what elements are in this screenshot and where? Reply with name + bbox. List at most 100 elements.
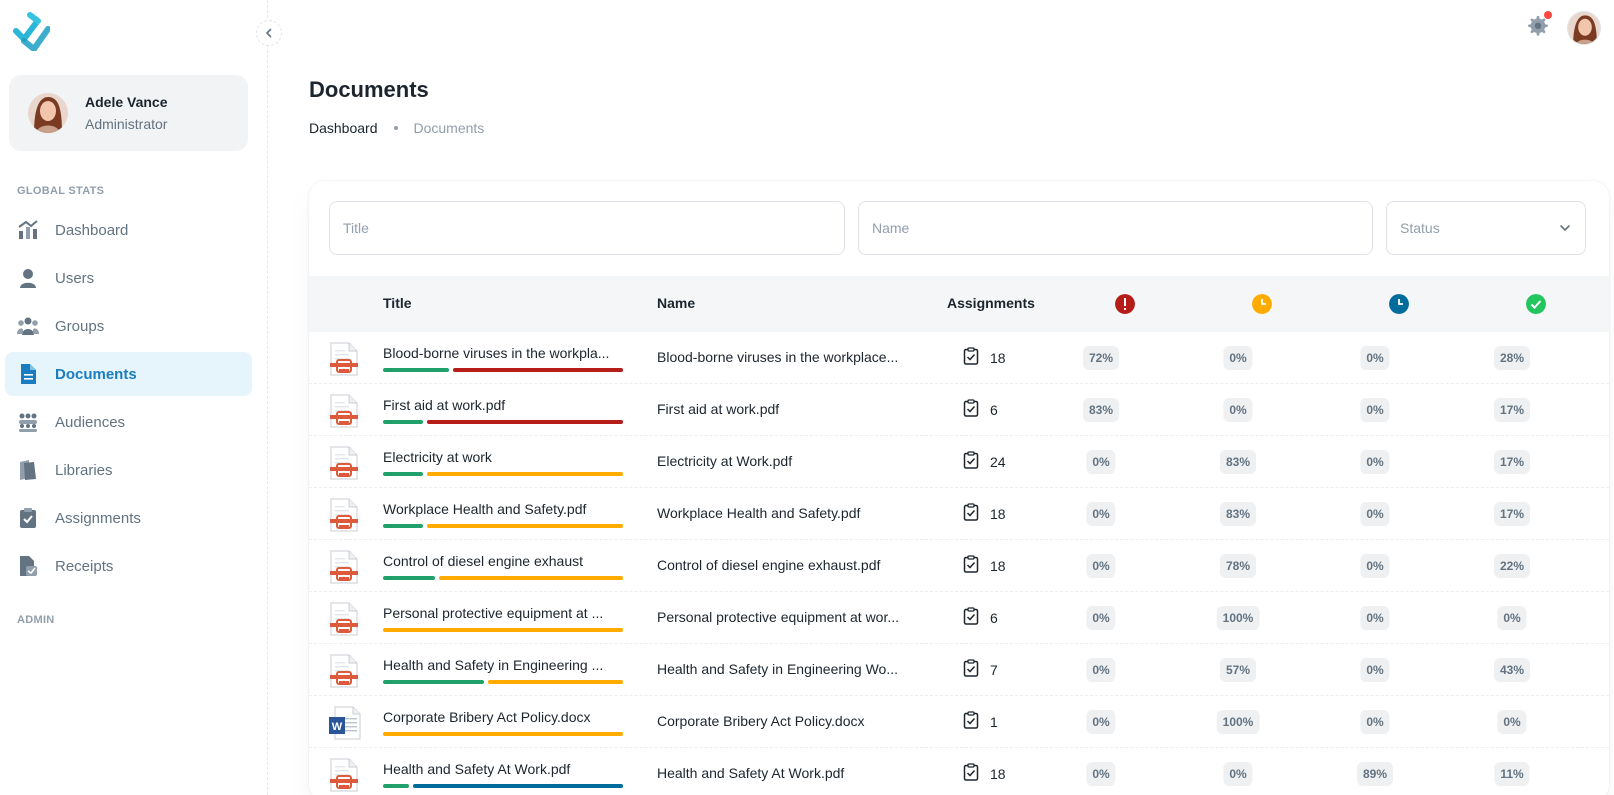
breadcrumb-dashboard-link[interactable]: Dashboard <box>309 120 378 136</box>
assignments-value: 7 <box>990 661 998 678</box>
table-row[interactable]: Health and Safety in Engineering ... Heal… <box>309 644 1609 696</box>
status-segment <box>453 368 623 372</box>
app-logo-icon[interactable] <box>10 11 50 51</box>
status-percent-badge: 0% <box>1086 502 1116 526</box>
user-icon <box>17 267 39 289</box>
status-segment <box>383 628 623 632</box>
name-filter-input[interactable] <box>872 220 1372 236</box>
name-filter[interactable] <box>858 201 1373 255</box>
assignments-count: 6 <box>963 399 1023 420</box>
table-row[interactable]: Electricity at work Electricity at Work.p… <box>309 436 1609 488</box>
overdue-icon[interactable] <box>1115 294 1135 314</box>
chevron-left-icon <box>265 28 272 38</box>
status-percent-badge: 100% <box>1216 710 1260 734</box>
pending-icon[interactable] <box>1252 294 1272 314</box>
column-header-title[interactable]: Title <box>383 295 412 311</box>
pdf-file-icon <box>329 602 359 636</box>
document-title-link[interactable]: Corporate Bribery Act Policy.docx <box>383 709 591 725</box>
column-header-assignments[interactable]: Assignments <box>947 295 1035 311</box>
document-title-link[interactable]: Blood-borne viruses in the workpla... <box>383 345 610 361</box>
status-percent-badge: 100% <box>1216 606 1260 630</box>
sidebar-item-dashboard[interactable]: Dashboard <box>5 208 252 252</box>
status-segment <box>439 576 623 580</box>
chart-icon <box>17 219 39 241</box>
assignments-count: 1 <box>963 711 1023 732</box>
assignments-count: 7 <box>963 659 1023 680</box>
status-percent-badge: 83% <box>1219 450 1257 474</box>
document-name: First aid at work.pdf <box>657 401 780 417</box>
sidebar-item-label: Dashboard <box>55 221 129 239</box>
document-name: Control of diesel engine exhaust.pdf <box>657 557 881 573</box>
assignments-value: 18 <box>990 349 1006 366</box>
clipboard-check-icon <box>963 451 990 472</box>
status-percent-badge: 89% <box>1356 762 1394 786</box>
document-title-link[interactable]: First aid at work.pdf <box>383 397 506 413</box>
sidebar-item-assignments[interactable]: Assignments <box>5 496 252 540</box>
user-card[interactable]: Adele Vance Administrator <box>9 75 248 151</box>
document-title-link[interactable]: Personal protective equipment at ... <box>383 605 604 621</box>
sidebar: Adele Vance Administrator GLOBAL STATS D… <box>0 0 268 795</box>
breadcrumb: Dashboard Documents <box>309 120 484 136</box>
document-title-link[interactable]: Workplace Health and Safety.pdf <box>383 501 587 517</box>
sidebar-item-receipts[interactable]: Receipts <box>5 544 252 588</box>
account-avatar[interactable] <box>1567 11 1601 45</box>
sidebar-item-libraries[interactable]: Libraries <box>5 448 252 492</box>
status-percent-badge: 0% <box>1360 346 1390 370</box>
table-row[interactable]: Personal protective equipment at ... Pers… <box>309 592 1609 644</box>
document-name: Health and Safety in Engineering Wo... <box>657 661 899 677</box>
document-title-link[interactable]: Health and Safety in Engineering ... <box>383 657 604 673</box>
status-select[interactable]: Status <box>1386 201 1586 255</box>
status-percent-badge: 28% <box>1493 346 1531 370</box>
pdf-file-icon <box>329 394 359 428</box>
document-title-link[interactable]: Electricity at work <box>383 449 492 465</box>
sidebar-item-label: Groups <box>55 317 105 335</box>
notification-dot <box>1544 11 1552 19</box>
status-segment <box>427 524 623 528</box>
pdf-file-icon <box>329 758 359 792</box>
title-filter-input[interactable] <box>343 220 844 236</box>
status-percent-badge: 43% <box>1493 658 1531 682</box>
title-filter[interactable] <box>329 201 845 255</box>
assignments-value: 18 <box>990 765 1006 782</box>
status-progress-bar <box>383 472 623 476</box>
completed-icon[interactable] <box>1526 294 1546 314</box>
document-title-link[interactable]: Health and Safety At Work.pdf <box>383 761 571 777</box>
table-row[interactable]: Control of diesel engine exhaust Control … <box>309 540 1609 592</box>
assignments-count: 6 <box>963 607 1023 628</box>
table-row[interactable]: First aid at work.pdf First aid at work.p… <box>309 384 1609 436</box>
sidebar-item-groups[interactable]: Groups <box>5 304 252 348</box>
status-percent-badge: 0% <box>1086 658 1116 682</box>
collapse-sidebar-button[interactable] <box>256 20 282 46</box>
assignments-value: 18 <box>990 505 1006 522</box>
page-title: Documents <box>309 77 429 102</box>
sidebar-item-users[interactable]: Users <box>5 256 252 300</box>
status-percent-badge: 0% <box>1497 606 1527 630</box>
clipboard-check-icon <box>963 347 990 368</box>
table-row[interactable]: Blood-borne viruses in the workpla... Blo… <box>309 332 1609 384</box>
settings-gear-icon[interactable] <box>1525 14 1549 38</box>
sidebar-item-audiences[interactable]: Audiences <box>5 400 252 444</box>
clipboard-check-icon <box>963 399 990 420</box>
status-percent-badge: 0% <box>1223 346 1253 370</box>
sidebar-item-label: Documents <box>55 365 137 383</box>
table-row[interactable]: Workplace Health and Safety.pdf Workplace… <box>309 488 1609 540</box>
status-percent-badge: 72% <box>1082 346 1120 370</box>
table-row[interactable]: Health and Safety At Work.pdf Health and … <box>309 748 1609 795</box>
document-name: Health and Safety At Work.pdf <box>657 765 845 781</box>
status-percent-badge: 0% <box>1360 398 1390 422</box>
breadcrumb-current: Documents <box>413 120 485 136</box>
status-percent-badge: 0% <box>1360 450 1390 474</box>
column-header-name[interactable]: Name <box>657 295 696 311</box>
status-segment <box>383 680 484 684</box>
clipboard-icon <box>17 507 39 529</box>
sidebar-item-documents[interactable]: Documents <box>5 352 252 396</box>
table-row[interactable]: W Corporate Bribery Act Policy.docx Corpor… <box>309 696 1609 748</box>
svg-text:W: W <box>332 721 343 733</box>
assignments-count: 24 <box>963 451 1023 472</box>
status-select-placeholder: Status <box>1400 220 1440 236</box>
status-percent-badge: 0% <box>1086 554 1116 578</box>
in-progress-icon[interactable] <box>1389 294 1409 314</box>
document-title-link[interactable]: Control of diesel engine exhaust <box>383 553 584 569</box>
status-percent-badge: 83% <box>1082 398 1120 422</box>
status-progress-bar <box>383 576 623 580</box>
